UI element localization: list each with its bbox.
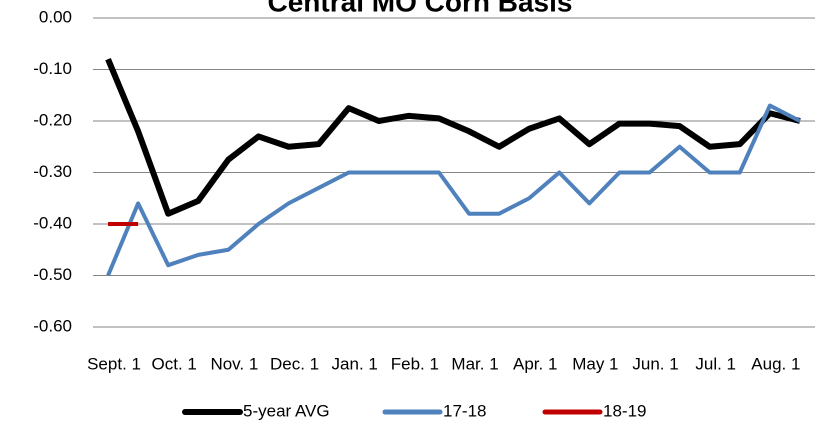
y-tick-label: -0.20 xyxy=(33,110,72,129)
x-tick-label: Dec. 1 xyxy=(270,354,319,373)
x-tick-label: Oct. 1 xyxy=(152,354,197,373)
series-line xyxy=(105,58,801,217)
x-tick-label: May 1 xyxy=(572,354,618,373)
x-tick-label: Nov. 1 xyxy=(210,354,258,373)
series-line xyxy=(106,103,801,277)
x-tick-label: Aug. 1 xyxy=(751,354,800,373)
y-tick-label: -0.50 xyxy=(33,265,72,284)
y-tick-label: -0.30 xyxy=(33,162,72,181)
legend-label: 18-19 xyxy=(603,401,646,420)
legend-label: 5-year AVG xyxy=(243,401,330,420)
x-tick-label: Jan. 1 xyxy=(332,354,378,373)
x-tick-label: Sept. 1 xyxy=(87,354,141,373)
y-tick-label: -0.40 xyxy=(33,213,72,232)
x-tick-label: Feb. 1 xyxy=(391,354,439,373)
y-tick-label: -0.10 xyxy=(33,59,72,78)
x-tick-label: Apr. 1 xyxy=(513,354,557,373)
y-tick-label: -0.60 xyxy=(33,316,72,335)
legend-label: 17-18 xyxy=(443,401,486,420)
x-tick-label: Jul. 1 xyxy=(695,354,736,373)
chart-title: Central MO Corn Basis xyxy=(268,0,573,17)
y-tick-label: 0.00 xyxy=(39,7,72,26)
x-tick-label: Mar. 1 xyxy=(451,354,498,373)
x-tick-label: Jun. 1 xyxy=(632,354,678,373)
